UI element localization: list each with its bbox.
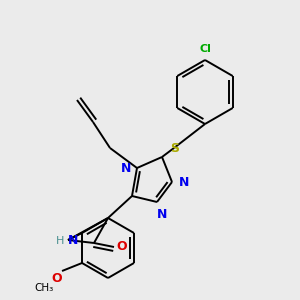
Text: N: N — [179, 176, 189, 188]
Text: N: N — [68, 233, 78, 247]
Text: N: N — [157, 208, 167, 220]
Text: O: O — [117, 241, 127, 254]
Text: N: N — [121, 161, 131, 175]
Text: S: S — [170, 142, 179, 155]
Text: O: O — [52, 272, 62, 286]
Text: Cl: Cl — [199, 44, 211, 54]
Text: H: H — [56, 236, 64, 246]
Text: CH₃: CH₃ — [34, 283, 54, 293]
